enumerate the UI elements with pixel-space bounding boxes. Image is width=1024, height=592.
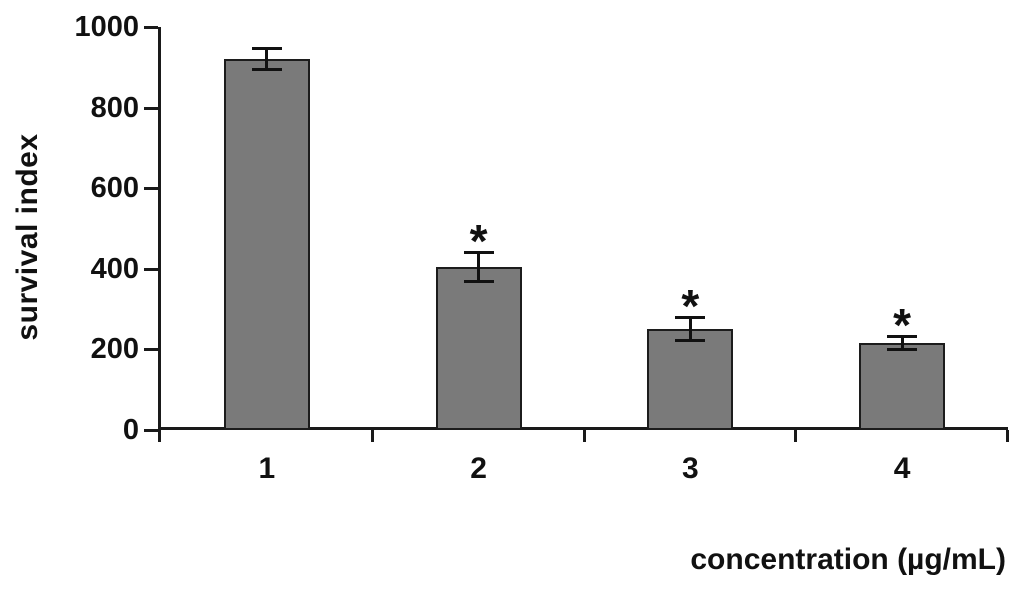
- y-axis-tick: [144, 26, 158, 29]
- y-axis-line: [158, 27, 161, 442]
- error-bar-bottom-cap: [675, 339, 706, 343]
- significance-asterisk: *: [681, 280, 700, 333]
- error-bar-top-cap: [251, 47, 282, 51]
- bar: [647, 329, 734, 430]
- x-axis-category-label: 1: [258, 452, 276, 485]
- y-axis-tick-label: 400: [90, 252, 139, 285]
- x-axis-title: concentration (µg/mL): [690, 543, 1006, 576]
- bar: [223, 59, 310, 430]
- y-axis-tick-label: 800: [90, 91, 139, 124]
- error-bar-line: [265, 49, 269, 70]
- bar: [859, 343, 946, 430]
- error-bar-top-cap: [463, 250, 494, 254]
- x-axis-tick: [370, 430, 374, 442]
- y-axis-tick: [144, 267, 158, 271]
- error-bar-bottom-cap: [251, 68, 282, 72]
- bar: [435, 266, 522, 430]
- error-bar-line: [477, 252, 481, 281]
- error-bar-line: [688, 318, 692, 341]
- error-bar-bottom-cap: [887, 348, 918, 352]
- y-axis-tick-label: 600: [90, 172, 139, 205]
- x-axis-tick: [582, 430, 586, 442]
- error-bar-top-cap: [675, 316, 706, 320]
- y-axis-title: survival index: [11, 133, 44, 341]
- significance-asterisk: *: [469, 214, 488, 267]
- significance-asterisk: *: [893, 299, 912, 352]
- y-axis-tick: [144, 348, 158, 352]
- x-axis-tick: [1006, 430, 1009, 442]
- y-axis-tick: [144, 106, 158, 110]
- y-axis-tick-label: 1000: [74, 11, 139, 43]
- y-axis-tick: [144, 429, 158, 432]
- x-axis-category-label: 2: [470, 452, 487, 485]
- x-axis-category-label: 4: [893, 452, 911, 485]
- y-axis-tick-label: 0: [122, 414, 139, 446]
- x-axis-tick: [794, 430, 798, 442]
- x-axis-category-label: 3: [682, 452, 699, 485]
- y-axis-tick-label: 200: [90, 333, 139, 366]
- x-axis-line: [158, 427, 1008, 430]
- y-axis-tick: [144, 187, 158, 191]
- error-bar-top-cap: [887, 335, 918, 339]
- error-bar-bottom-cap: [463, 279, 494, 283]
- error-bar-line: [900, 337, 904, 350]
